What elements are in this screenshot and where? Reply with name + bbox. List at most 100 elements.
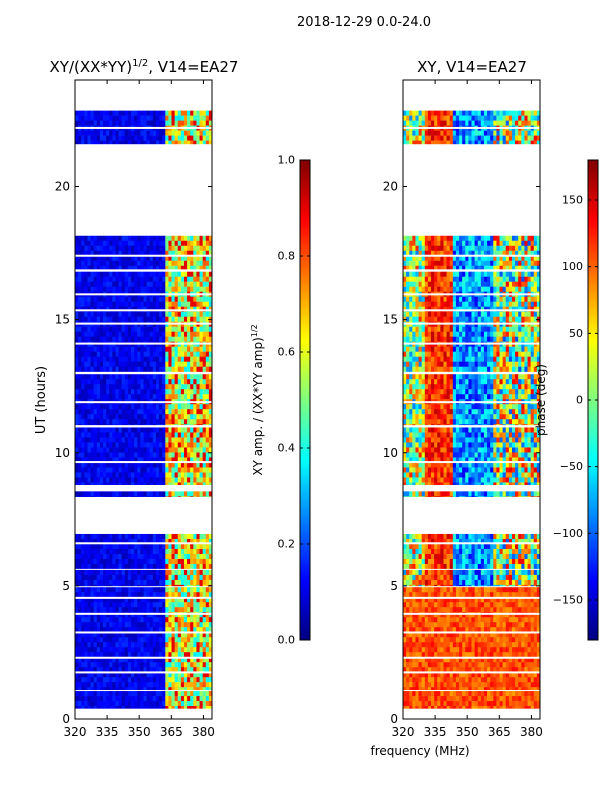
heatmap-cell (156, 585, 160, 586)
heatmap-cell (140, 580, 144, 585)
heatmap-cell (81, 587, 85, 592)
heatmap-cell (159, 116, 163, 121)
heatmap-cell (484, 587, 488, 592)
heatmap-cell (150, 617, 154, 622)
heatmap-cell (162, 691, 166, 696)
heatmap-cell (140, 357, 144, 362)
heatmap-cell (140, 384, 144, 389)
heatmap-cell (190, 549, 194, 554)
heatmap-cell (159, 394, 163, 399)
heatmap-cell (94, 477, 98, 482)
heatmap-cell (87, 379, 91, 384)
heatmap-cell (137, 427, 141, 432)
heatmap-cell (112, 622, 116, 627)
heatmap-cell (112, 327, 116, 332)
heatmap-cell (97, 462, 101, 467)
heatmap-cell (128, 121, 132, 126)
heatmap-cell (419, 607, 423, 612)
heatmap-cell (94, 141, 98, 145)
heatmap-cell (156, 347, 160, 352)
heatmap-cell (137, 622, 141, 627)
heatmap-cell (144, 496, 148, 497)
heatmap-cell (168, 362, 172, 367)
heatmap-cell (81, 389, 85, 394)
heatmap-cell (131, 585, 135, 586)
heatmap-cell (87, 121, 91, 126)
heatmap-cell (203, 477, 207, 482)
heatmap-cell (162, 389, 166, 394)
heatmap-cell (159, 362, 163, 367)
heatmap-cell (75, 575, 79, 580)
heatmap-cell (140, 287, 144, 292)
heatmap-cell (409, 647, 413, 652)
heatmap-cell (175, 477, 179, 482)
heatmap-cell (103, 696, 107, 701)
heatmap-cell (81, 585, 85, 586)
heatmap-cell (100, 496, 104, 497)
heatmap-cell (122, 236, 126, 241)
heatmap-cell (165, 394, 169, 399)
heatmap-cell (119, 236, 123, 241)
heatmap-cell (91, 477, 95, 482)
data-gap-line (75, 343, 212, 345)
heatmap-cell (425, 607, 429, 612)
heatmap-cell (178, 544, 182, 549)
heatmap-cell (493, 592, 497, 597)
heatmap-cell (150, 696, 154, 701)
heatmap-cell (81, 467, 85, 472)
heatmap-cell (178, 241, 182, 246)
heatmap-cell (140, 534, 144, 539)
heatmap-cell (100, 241, 104, 246)
heatmap-cell (100, 677, 104, 682)
heatmap-cell (165, 302, 169, 307)
heatmap-cell (109, 302, 113, 307)
heatmap-cell (75, 116, 79, 121)
heatmap-cell (137, 637, 141, 642)
heatmap-cell (100, 592, 104, 597)
heatmap-cell (140, 691, 144, 696)
heatmap-cell (115, 287, 119, 292)
heatmap-cell (203, 287, 207, 292)
heatmap-cell (193, 317, 197, 322)
heatmap-cell (196, 246, 200, 251)
heatmap-cell (168, 472, 172, 477)
heatmap-cell (196, 236, 200, 241)
heatmap-cell (128, 559, 132, 564)
heatmap-cell (137, 477, 141, 482)
heatmap-cell (122, 424, 126, 425)
y-tick-label: 15 (55, 313, 70, 327)
heatmap-cell (187, 477, 191, 482)
heatmap-cell (84, 570, 88, 575)
heatmap-cell (150, 141, 154, 145)
heatmap-cell (87, 419, 91, 424)
heatmap-cell (144, 432, 148, 437)
heatmap-cell (184, 622, 188, 627)
heatmap-cell (181, 442, 185, 447)
heatmap-cell (184, 652, 188, 657)
heatmap-cell (159, 332, 163, 337)
heatmap-cell (178, 447, 182, 452)
heatmap-cell (487, 642, 491, 647)
heatmap-cell (168, 277, 172, 282)
heatmap-cell (193, 549, 197, 554)
heatmap-cell (193, 352, 197, 357)
heatmap-cell (94, 136, 98, 141)
heatmap-cell (203, 282, 207, 287)
heatmap-cell (131, 559, 135, 564)
heatmap-cell (475, 607, 479, 612)
heatmap-cell (481, 587, 485, 592)
heatmap-cell (112, 442, 116, 447)
heatmap-cell (103, 496, 107, 497)
heatmap-cell (100, 282, 104, 287)
heatmap-cell (196, 261, 200, 266)
heatmap-cell (184, 374, 188, 379)
heatmap-cell (103, 404, 107, 409)
heatmap-cell (109, 534, 113, 539)
heatmap-cell (184, 367, 188, 372)
heatmap-cell (159, 241, 163, 246)
heatmap-cell (84, 442, 88, 447)
heatmap-cell (112, 414, 116, 419)
heatmap-cell (181, 367, 185, 372)
heatmap-cell (150, 602, 154, 607)
heatmap-cell (175, 462, 179, 467)
